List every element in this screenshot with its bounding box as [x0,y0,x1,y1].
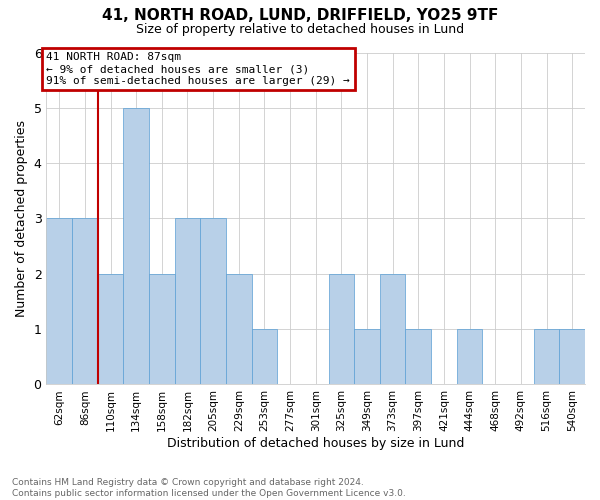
Bar [72,218,98,384]
Bar [46,218,72,384]
Text: Contains HM Land Registry data © Crown copyright and database right 2024.
Contai: Contains HM Land Registry data © Crown c… [12,478,406,498]
Bar [98,274,124,384]
Bar [354,329,380,384]
Bar [226,274,251,384]
Bar [534,329,559,384]
Text: 41 NORTH ROAD: 87sqm
← 9% of detached houses are smaller (3)
91% of semi-detache: 41 NORTH ROAD: 87sqm ← 9% of detached ho… [46,52,350,86]
Bar [251,329,277,384]
Bar [406,329,431,384]
Text: Size of property relative to detached houses in Lund: Size of property relative to detached ho… [136,22,464,36]
Bar [200,218,226,384]
X-axis label: Distribution of detached houses by size in Lund: Distribution of detached houses by size … [167,437,464,450]
Bar [380,274,406,384]
Bar [329,274,354,384]
Bar [457,329,482,384]
Bar [559,329,585,384]
Bar [124,108,149,384]
Text: 41, NORTH ROAD, LUND, DRIFFIELD, YO25 9TF: 41, NORTH ROAD, LUND, DRIFFIELD, YO25 9T… [102,8,498,22]
Bar [149,274,175,384]
Y-axis label: Number of detached properties: Number of detached properties [15,120,28,317]
Bar [175,218,200,384]
